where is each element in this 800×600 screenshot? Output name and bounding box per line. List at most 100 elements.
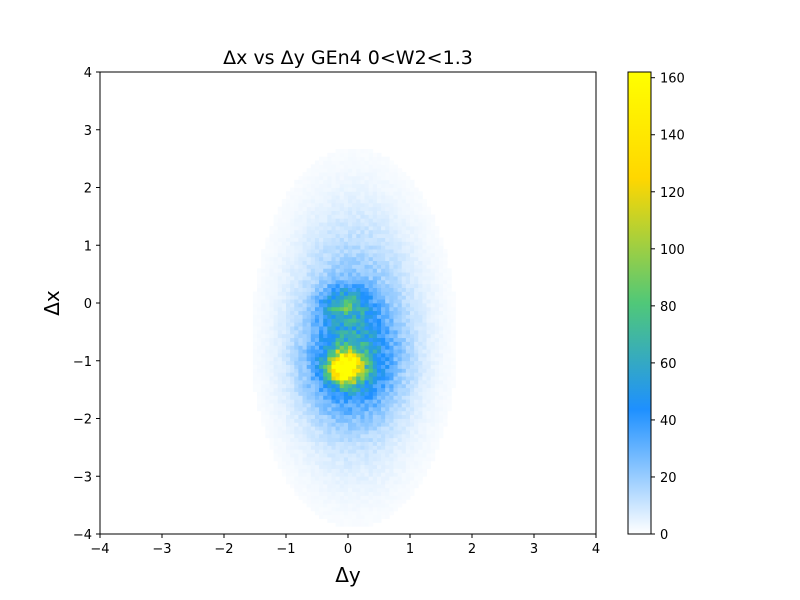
heatmap-cell [422,199,427,204]
heatmap-cell [352,229,357,235]
heatmap-cell [277,372,283,377]
heatmap-cell [410,322,415,327]
heatmap-cell [443,387,448,392]
heatmap-cell [310,364,316,369]
heatmap-cell [401,406,407,412]
heatmap-cell [286,410,291,416]
heatmap-cell [401,303,407,308]
heatmap-cell [405,264,411,269]
heatmap-cell [265,391,270,396]
heatmap-cell [393,252,398,258]
heatmap-cell [314,199,320,204]
heatmap-cell [410,241,415,246]
heatmap-cell [257,360,262,365]
heatmap-cell [335,218,341,223]
heatmap-cell [306,175,312,181]
heatmap-cell [314,437,320,442]
heatmap-cell [385,480,390,485]
heatmap-cell [323,337,328,342]
heatmap-cell [364,499,370,504]
heatmap-cell [294,333,299,339]
heatmap-cell [414,418,419,423]
heatmap-cell [414,218,419,223]
heatmap-cell [298,187,303,192]
heatmap-cell [306,187,312,192]
heatmap-cell [368,183,374,188]
heatmap-cell [314,168,320,173]
heatmap-cell [414,199,419,204]
heatmap-cell [323,245,328,250]
heatmap-cell [306,252,312,258]
heatmap-cell [310,256,316,262]
heatmap-cell [368,210,374,215]
heatmap-cell [339,403,345,408]
heatmap-cell [372,179,378,185]
heatmap-cell [335,426,341,431]
heatmap-cell [372,453,378,458]
heatmap-cell [265,249,270,254]
heatmap-cell [372,191,378,196]
heatmap-cell [438,306,444,312]
heatmap-cell [393,260,398,265]
heatmap-cell [294,222,299,227]
heatmap-cell [306,322,312,327]
heatmap-cell [310,503,316,508]
heatmap-cell [356,441,361,446]
heatmap-cell [269,372,274,377]
heatmap-cell [335,349,341,354]
heatmap-cell [261,333,266,339]
heatmap-cell [298,491,303,496]
heatmap-cell [335,399,341,404]
heatmap-cell [385,403,390,408]
heatmap-cell [381,395,386,400]
heatmap-cell [261,418,266,423]
heatmap-cell [331,175,336,181]
heatmap-cell [327,210,332,215]
heatmap-cell [281,441,287,446]
heatmap-cell [323,356,328,362]
heatmap-cell [405,333,411,339]
heatmap-cell [360,491,365,496]
heatmap-cell [302,353,308,358]
heatmap-cell [360,433,365,439]
heatmap-cell [376,449,382,454]
heatmap-cell [360,295,365,300]
heatmap-cell [302,341,308,346]
heatmap-cell [286,252,291,258]
heatmap-cell [294,252,299,258]
heatmap-cell [372,310,378,315]
heatmap-cell [372,457,378,462]
heatmap-cell [302,468,308,473]
heatmap-cell [298,183,303,188]
heatmap-cell [381,256,386,262]
heatmap-cell [290,233,295,238]
heatmap-cell [327,314,332,319]
heatmap-cell [434,380,440,385]
heatmap-cell [385,164,390,169]
heatmap-cell [261,376,266,381]
heatmap-cell [327,156,332,161]
heatmap-cell [381,172,386,177]
heatmap-cell [422,449,427,454]
tick-label: −1 [73,355,92,370]
heatmap-cell [385,291,390,296]
heatmap-cell [302,345,308,350]
heatmap-cell [393,356,398,362]
heatmap-cell [327,341,332,346]
heatmap-cell [343,291,349,296]
heatmap-cell [376,376,382,381]
heatmap-cell [310,453,316,458]
heatmap-cell [335,183,341,188]
heatmap-cell [348,268,353,273]
heatmap-cell [323,345,328,350]
heatmap-cell [389,268,394,273]
heatmap-cell [360,341,365,346]
heatmap-cell [430,387,436,392]
heatmap-cell [319,418,324,423]
heatmap-cell [310,441,316,446]
heatmap-cell [265,372,270,377]
heatmap-cell [331,172,336,177]
heatmap-cell [443,303,448,308]
heatmap-cell [277,326,283,331]
heatmap-cell [385,368,390,373]
